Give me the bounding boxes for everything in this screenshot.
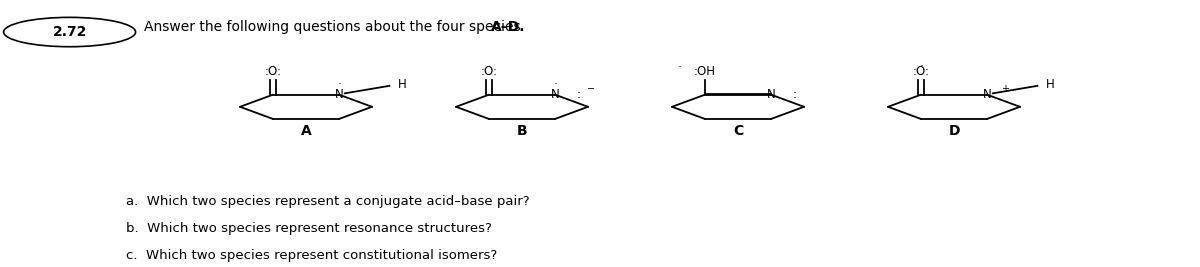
Text: A–D.: A–D. xyxy=(491,20,526,34)
Text: −: − xyxy=(587,84,595,94)
Text: :O:: :O: xyxy=(480,65,498,78)
Text: c.  Which two species represent constitutional isomers?: c. Which two species represent constitut… xyxy=(126,249,497,262)
Text: ··: ·· xyxy=(919,62,923,71)
Text: D: D xyxy=(948,124,960,138)
Text: ··: ·· xyxy=(553,80,557,89)
Text: :: : xyxy=(577,88,581,101)
Text: H: H xyxy=(398,78,407,91)
Text: Answer the following questions about the four species: Answer the following questions about the… xyxy=(144,20,526,34)
Text: ··: ·· xyxy=(678,63,682,72)
Text: :O:: :O: xyxy=(264,65,282,78)
Text: N: N xyxy=(551,88,559,101)
Text: H: H xyxy=(1046,78,1055,91)
Text: N: N xyxy=(767,88,775,101)
Text: b.  Which two species represent resonance structures?: b. Which two species represent resonance… xyxy=(126,222,492,235)
Text: :: : xyxy=(793,88,797,101)
Text: N: N xyxy=(983,88,991,101)
Text: a.  Which two species represent a conjugate acid–base pair?: a. Which two species represent a conjuga… xyxy=(126,195,529,208)
Text: ··: ·· xyxy=(337,80,341,89)
Text: +: + xyxy=(1001,84,1009,94)
Text: N: N xyxy=(335,88,343,101)
Text: C: C xyxy=(733,124,743,138)
Text: B: B xyxy=(517,124,527,138)
Text: :OH: :OH xyxy=(694,65,716,78)
Text: :O:: :O: xyxy=(912,65,930,78)
Text: 2.72: 2.72 xyxy=(53,25,86,39)
Text: A: A xyxy=(301,124,311,138)
